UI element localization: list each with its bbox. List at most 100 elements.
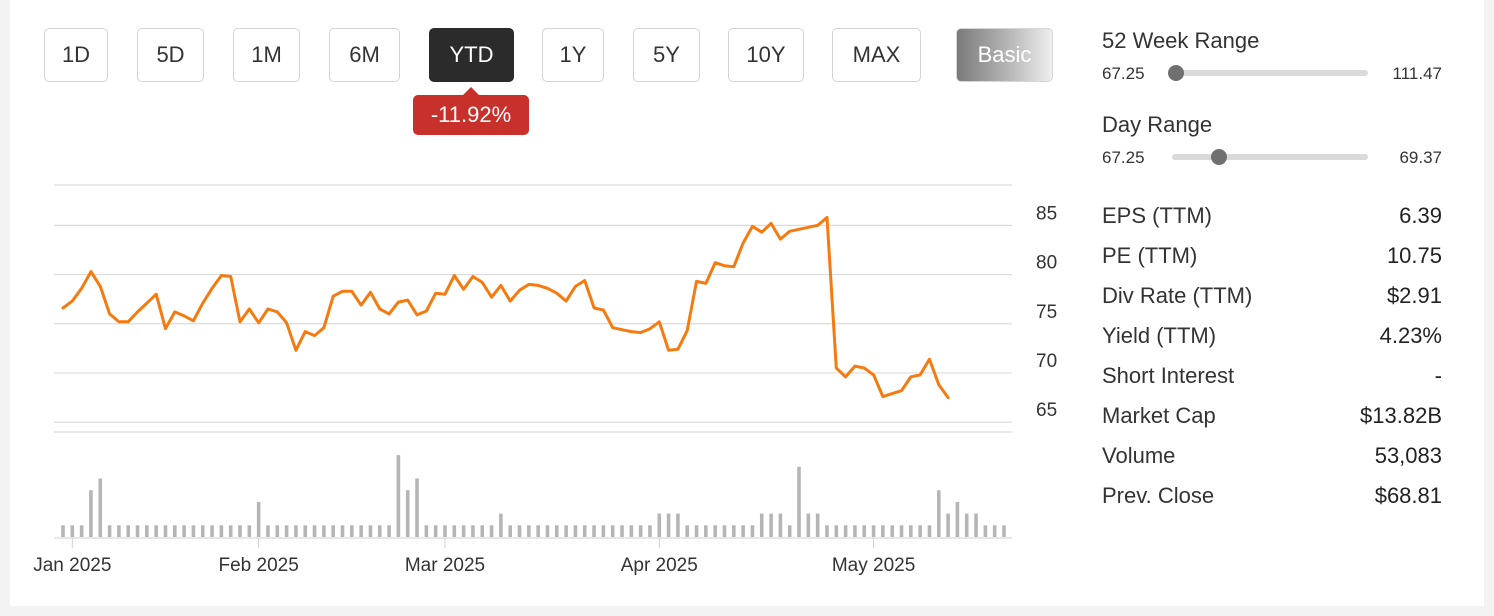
volume-bar — [704, 525, 708, 537]
volume-bar — [424, 525, 429, 537]
volume-bar — [303, 525, 308, 537]
y-axis-labels: 65 70 75 80 85 — [1036, 203, 1057, 421]
stat-row-prev-close: Prev. Close $68.81 — [1102, 476, 1442, 516]
day-range-track — [1172, 149, 1368, 165]
volume-bar — [787, 525, 792, 537]
ytd-change-badge: -11.92% — [413, 87, 529, 135]
volume-bar — [377, 525, 382, 537]
volume-bar — [210, 525, 214, 537]
range-button-1y[interactable]: 1Y — [542, 28, 604, 82]
price-chart: 65 70 75 80 85 Jan 2025 Feb 2025 Mar 2025 Apr 2… — [33, 184, 1057, 576]
volume-bar — [676, 513, 680, 537]
volume-bar — [266, 525, 270, 537]
volume-bar — [135, 525, 140, 537]
volume-bar — [471, 525, 475, 537]
volume-bar — [582, 525, 587, 537]
x-tick-label: Feb 2025 — [219, 555, 299, 576]
x-tick-label: Apr 2025 — [621, 555, 698, 576]
volume-bar — [219, 525, 224, 537]
stat-value: 10.75 — [1386, 243, 1442, 268]
volume-bar — [480, 525, 485, 537]
volume-bar — [890, 525, 894, 537]
stat-row-eps: EPS (TTM) 6.39 — [1102, 196, 1442, 236]
volume-bar — [191, 525, 196, 537]
volume-bar — [769, 513, 773, 537]
volume-bar — [256, 501, 261, 537]
stat-value: - — [1434, 363, 1442, 388]
week52-range-high: 111.47 — [1392, 64, 1442, 83]
volume-bar — [508, 525, 513, 537]
range-button-max[interactable]: MAX — [832, 28, 921, 82]
volume-bar — [573, 525, 578, 537]
range-button-5d[interactable]: 5D — [137, 28, 204, 82]
volume-bar — [629, 525, 634, 537]
stat-value: $13.82B — [1360, 403, 1442, 428]
basic-mode-toggle[interactable]: Basic — [956, 28, 1053, 82]
stat-row-volume: Volume 53,083 — [1102, 436, 1442, 476]
stat-label: Div Rate (TTM) — [1102, 283, 1253, 308]
stat-label: Yield (TTM) — [1102, 323, 1217, 348]
week52-range-marker — [1167, 65, 1184, 81]
range-button-5y[interactable]: 5Y — [633, 28, 700, 82]
volume-bar — [936, 490, 941, 537]
volume-bar — [909, 525, 913, 537]
volume-bar — [247, 525, 252, 537]
range-button-ytd[interactable]: YTD — [429, 28, 514, 82]
volume-bar — [881, 525, 885, 537]
volume-bar — [1002, 525, 1006, 537]
range-button-6m[interactable]: 6M — [329, 28, 400, 82]
volume-bar — [564, 525, 568, 537]
week52-range-title: 52 Week Range — [1102, 28, 1260, 53]
volume-bar — [452, 525, 457, 537]
week52-range-low: 67.25 — [1102, 64, 1145, 83]
volume-bar — [853, 525, 857, 537]
day-range-low: 67.25 — [1102, 148, 1145, 167]
volume-bar — [331, 525, 335, 537]
volume-bar — [955, 501, 960, 537]
volume-bar — [666, 513, 671, 537]
stat-label: Prev. Close — [1102, 483, 1215, 508]
volume-bar — [834, 525, 839, 537]
week52-range: 52 Week Range 67.25 111.47 — [1102, 28, 1442, 112]
volume-bar — [620, 525, 624, 537]
day-range-marker — [1211, 149, 1228, 165]
quote-card — [10, 0, 1484, 606]
volume-bar — [536, 525, 540, 537]
volume-bar — [173, 525, 177, 537]
volume-bar — [415, 478, 419, 537]
volume-bar — [983, 525, 988, 537]
volume-bar — [601, 525, 606, 537]
volume-bar — [350, 525, 354, 537]
volume-bar — [713, 525, 717, 537]
stat-label: PE (TTM) — [1102, 243, 1198, 268]
volume-bar — [489, 525, 494, 537]
volume-bar — [499, 513, 503, 537]
range-button-1d[interactable]: 1D — [44, 28, 108, 82]
x-axis-labels: Jan 2025 Feb 2025 Mar 2025 Apr 2025 May 2025 — [33, 538, 915, 576]
volume-bar — [759, 513, 764, 537]
day-range: Day Range 67.25 69.37 — [1102, 112, 1442, 196]
volume-bar — [741, 525, 745, 537]
volume-bar — [899, 525, 904, 537]
volume-bar — [461, 525, 466, 537]
week52-range-track — [1167, 65, 1368, 81]
volume-bar — [322, 525, 326, 537]
y-tick-label: 85 — [1036, 203, 1057, 224]
volume-bar — [974, 513, 978, 537]
volume-bar — [592, 525, 596, 537]
range-button-1m[interactable]: 1M — [233, 28, 300, 82]
volume-bar — [294, 525, 298, 537]
volume-bar — [797, 466, 801, 537]
volume-bar — [70, 525, 75, 537]
volume-bar — [545, 525, 550, 537]
volume-bar — [79, 525, 84, 537]
volume-bars — [61, 455, 1006, 537]
stat-value: 6.39 — [1399, 203, 1442, 228]
volume-bar — [163, 525, 168, 537]
volume-bar — [387, 525, 391, 537]
x-tick-label: Jan 2025 — [33, 555, 111, 576]
y-tick-label: 65 — [1036, 400, 1057, 421]
range-button-10y[interactable]: 10Y — [728, 28, 804, 82]
volume-bar — [238, 525, 242, 537]
volume-bar — [284, 525, 289, 537]
